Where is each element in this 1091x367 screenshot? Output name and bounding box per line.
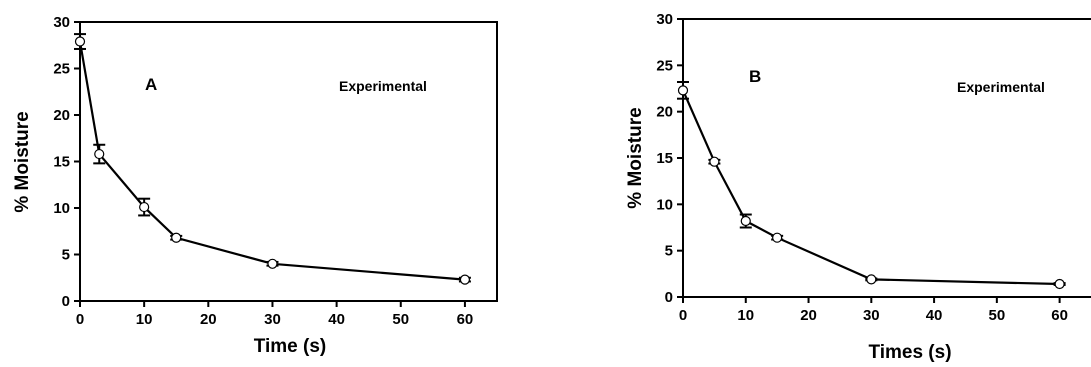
data-point — [74, 36, 86, 47]
x-tick-label: 30 — [264, 311, 281, 328]
data-point — [459, 274, 471, 285]
x-axis-title: Times (s) — [868, 342, 951, 363]
y-tick-label: 30 — [53, 14, 70, 31]
x-tick-label: 50 — [392, 311, 409, 328]
panel-label: A — [145, 75, 157, 94]
data-point — [139, 201, 150, 213]
x-tick-label: 50 — [989, 307, 1006, 324]
panel-label: B — [749, 67, 761, 86]
data-point — [1054, 278, 1065, 290]
data-point — [740, 215, 751, 227]
x-tick-label: 10 — [737, 307, 754, 324]
y-tick-label: 0 — [62, 293, 70, 310]
x-tick-label: 0 — [76, 311, 84, 328]
series-line — [78, 41, 466, 281]
x-axis-title: Time (s) — [254, 336, 327, 357]
x-tick-label: 10 — [136, 311, 153, 328]
data-point — [677, 85, 689, 96]
data-point — [171, 232, 182, 243]
y-tick-label: 25 — [656, 57, 673, 74]
annotation-experimental: Experimental — [339, 78, 427, 94]
x-tick-label: 60 — [457, 311, 474, 328]
data-point — [94, 148, 105, 160]
data-point — [772, 232, 783, 243]
plot-frame — [79, 21, 498, 302]
y-tick-label: 10 — [53, 200, 70, 217]
x-tick-label: 60 — [1051, 307, 1068, 324]
x-tick-label: 0 — [679, 307, 687, 324]
x-tick-label: 30 — [863, 307, 880, 324]
chart-panel-b: 0 5 10 15 20 25 30 0 10 20 30 40 50 60 Times (s) % Mois… — [625, 11, 1091, 363]
y-tick-label: 25 — [53, 61, 70, 78]
data-point — [267, 258, 278, 269]
x-tick-label: 20 — [800, 307, 817, 324]
x-tick-label: 20 — [200, 311, 217, 328]
y-tick-label: 15 — [656, 150, 673, 167]
chart-panel-a: 0 5 10 15 20 25 30 0 10 20 30 40 50 60 Time (s) % Moist… — [12, 14, 498, 357]
y-tick-label: 5 — [62, 247, 70, 264]
y-axis-title: % Moisture — [625, 107, 646, 208]
data-point — [866, 274, 877, 285]
x-tick-label: 40 — [926, 307, 943, 324]
annotation-experimental: Experimental — [957, 79, 1045, 95]
y-tick-label: 5 — [665, 243, 673, 260]
y-axis-title: % Moisture — [12, 111, 33, 212]
x-tick-label: 40 — [328, 311, 345, 328]
y-tick-label: 10 — [656, 196, 673, 213]
y-tick-label: 30 — [656, 11, 673, 28]
y-tick-label: 20 — [53, 107, 70, 124]
series-line — [681, 89, 1060, 286]
y-tick-label: 0 — [665, 289, 673, 306]
y-tick-label: 20 — [656, 104, 673, 121]
y-tick-label: 15 — [53, 154, 70, 171]
data-point — [709, 156, 720, 167]
